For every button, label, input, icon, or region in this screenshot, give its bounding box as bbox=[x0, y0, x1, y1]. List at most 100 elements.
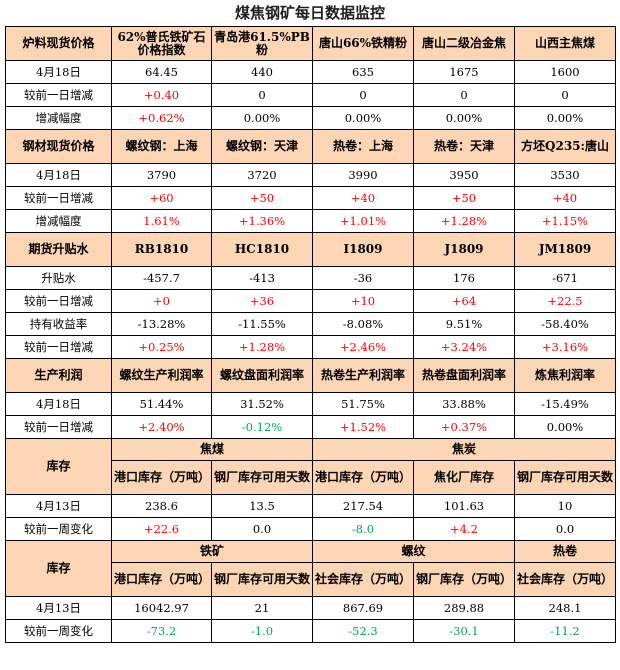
row-label: 较前一周变化 bbox=[5, 517, 112, 541]
value-cell: 238.6 bbox=[111, 494, 212, 518]
row-label: 较前一日增减 bbox=[5, 335, 112, 359]
table-row: 4月18日 3790 3720 3990 3950 3530 bbox=[5, 163, 616, 187]
table-row: 较前一日增减 +0.40 0 0 0 0 bbox=[5, 83, 616, 107]
column-header: 钢厂库存可用天数 bbox=[211, 562, 313, 597]
table-row: 较前一周变化 -73.2 -1.0 -52.3 -30.1 -11.2 bbox=[5, 619, 616, 643]
value-cell: 0.0 bbox=[211, 517, 313, 541]
value-cell: +0.40 bbox=[111, 83, 212, 107]
value-cell: -0.12% bbox=[211, 415, 313, 439]
inventory-subheader-row: 港口库存（万吨） 钢厂库存可用天数 社会库存（万吨） 钢厂库存（万吨） 社会库存（万吨） bbox=[6, 562, 616, 597]
column-header: 方坯Q235:唐山 bbox=[514, 129, 616, 164]
value-cell: 13.5 bbox=[211, 494, 313, 518]
table-row: 增减幅度 1.61% +1.36% +1.01% +1.28% +1.15% bbox=[5, 209, 616, 233]
column-header: 唐山66%铁精粉 bbox=[312, 26, 414, 61]
table-row: 4月18日 64.45 440 635 1675 1600 bbox=[5, 60, 616, 84]
row-label: 较前一日增减 bbox=[5, 83, 112, 107]
value-cell: -52.3 bbox=[312, 619, 414, 643]
inventory-subheader-row: 港口库存（万吨） 钢厂库存可用天数 港口库存（万吨） 焦化厂库存 钢厂库存可用天数 bbox=[6, 460, 616, 495]
column-header: 唐山二级冶金焦 bbox=[413, 26, 515, 61]
value-cell: +4.2 bbox=[413, 517, 515, 541]
section-title: 生产利润 bbox=[5, 358, 112, 393]
value-cell: 1675 bbox=[413, 60, 515, 84]
value-cell: -13.28% bbox=[111, 312, 212, 336]
value-cell: 51.44% bbox=[111, 392, 212, 416]
value-cell: 0 bbox=[312, 83, 414, 107]
column-header: 社会库存（万吨） bbox=[312, 562, 414, 597]
row-label: 增减幅度 bbox=[5, 106, 112, 130]
section-title: 钢材现货价格 bbox=[5, 129, 112, 164]
value-cell: +1.28% bbox=[211, 335, 313, 359]
value-cell: -36 bbox=[312, 266, 414, 290]
column-header: 炼焦利润率 bbox=[514, 358, 616, 393]
section-title: 库存 bbox=[5, 438, 112, 495]
column-header: J1809 bbox=[413, 232, 515, 267]
value-cell: 21 bbox=[211, 596, 313, 620]
value-cell: 0 bbox=[514, 83, 616, 107]
table-row: 持有收益率 -13.28% -11.55% -8.08% 9.51% -58.40% bbox=[5, 312, 616, 336]
group-header: 热卷 bbox=[514, 540, 616, 563]
value-cell: 248.1 bbox=[514, 596, 616, 620]
table-row: 较前一日增减 +2.40% -0.12% +1.52% +0.37% 0.00% bbox=[5, 415, 616, 439]
column-header: 青岛港61.5%PB粉 bbox=[211, 26, 313, 61]
value-cell: 0 bbox=[211, 83, 313, 107]
row-label: 较前一周变化 bbox=[5, 619, 112, 643]
value-cell: 217.54 bbox=[312, 494, 414, 518]
inventory-group-row: 库存 焦煤 焦炭 bbox=[5, 438, 616, 495]
row-label: 升贴水 bbox=[5, 266, 112, 290]
value-cell: 3950 bbox=[413, 163, 515, 187]
value-cell: 3720 bbox=[211, 163, 313, 187]
row-label: 4月18日 bbox=[5, 392, 112, 416]
value-cell: 0 bbox=[413, 83, 515, 107]
value-cell: -58.40% bbox=[514, 312, 616, 336]
row-label: 4月18日 bbox=[5, 163, 112, 187]
row-label: 较前一日增减 bbox=[5, 289, 112, 313]
column-header: 热卷：天津 bbox=[413, 129, 515, 164]
section-title: 炉料现货价格 bbox=[5, 26, 112, 61]
value-cell: +40 bbox=[312, 186, 414, 210]
value-cell: +10 bbox=[312, 289, 414, 313]
row-label: 较前一日增减 bbox=[5, 415, 112, 439]
column-header: 社会库存（万吨） bbox=[514, 562, 616, 597]
table-row: 增减幅度 +0.62% 0.00% 0.00% 0.00% 0.00% bbox=[5, 106, 616, 130]
value-cell: 3530 bbox=[514, 163, 616, 187]
value-cell: 64.45 bbox=[111, 60, 212, 84]
value-cell: +50 bbox=[413, 186, 515, 210]
value-cell: 51.75% bbox=[312, 392, 414, 416]
value-cell: +3.24% bbox=[413, 335, 515, 359]
value-cell: +1.15% bbox=[514, 209, 616, 233]
page-title: 煤焦钢矿每日数据监控 bbox=[234, 4, 385, 22]
section-title: 库存 bbox=[5, 540, 112, 597]
column-header: 山西主焦煤 bbox=[514, 26, 616, 61]
value-cell: 31.52% bbox=[211, 392, 313, 416]
column-header: 热卷：上海 bbox=[312, 129, 414, 164]
column-header: 港口库存（万吨） bbox=[312, 460, 414, 495]
table-row: 较前一日增减 +0 +36 +10 +64 +22.5 bbox=[5, 289, 616, 313]
table-row: 4月13日 238.6 13.5 217.54 101.63 10 bbox=[5, 494, 616, 518]
value-cell: 0.00% bbox=[312, 106, 414, 130]
column-header: 港口库存（万吨） bbox=[111, 460, 212, 495]
group-header: 焦煤 bbox=[111, 438, 313, 461]
inventory-group-row: 库存 铁矿 螺纹 热卷 bbox=[5, 540, 616, 597]
row-label: 4月13日 bbox=[5, 596, 112, 620]
value-cell: 3990 bbox=[312, 163, 414, 187]
column-header: 螺纹盘面利润率 bbox=[211, 358, 313, 393]
value-cell: -8.08% bbox=[312, 312, 414, 336]
value-cell: 0.00% bbox=[413, 106, 515, 130]
value-cell: +22.6 bbox=[111, 517, 212, 541]
section-header-row: 炉料现货价格 62%普氏铁矿石价格指数 青岛港61.5%PB粉 唐山66%铁精粉 唐山二… bbox=[5, 26, 616, 61]
column-header: 焦化厂库存 bbox=[413, 460, 515, 495]
row-label: 4月13日 bbox=[5, 494, 112, 518]
table-row: 升贴水 -457.7 -413 -36 176 -671 bbox=[5, 266, 616, 290]
table-row: 较前一日增减 +0.25% +1.28% +2.46% +3.24% +3.16% bbox=[5, 335, 616, 359]
value-cell: 0.00% bbox=[211, 106, 313, 130]
value-cell: 0.00% bbox=[514, 415, 616, 439]
value-cell: -11.2 bbox=[514, 619, 616, 643]
value-cell: +2.46% bbox=[312, 335, 414, 359]
table-row: 较前一日增减 +60 +50 +40 +50 +40 bbox=[5, 186, 616, 210]
value-cell: -413 bbox=[211, 266, 313, 290]
column-header: RB1810 bbox=[111, 232, 212, 267]
value-cell: +1.01% bbox=[312, 209, 414, 233]
value-cell: +1.28% bbox=[413, 209, 515, 233]
value-cell: 1600 bbox=[514, 60, 616, 84]
row-label: 增减幅度 bbox=[5, 209, 112, 233]
